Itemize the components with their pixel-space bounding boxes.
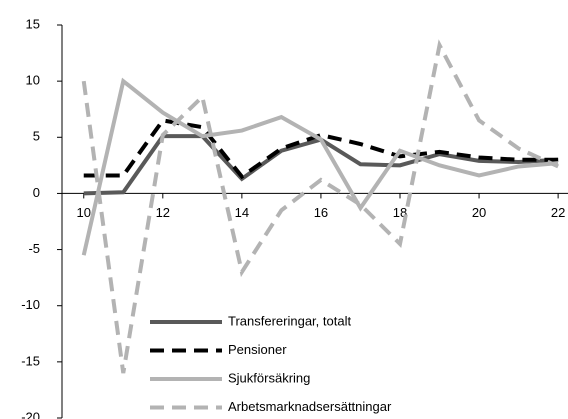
legend-label: Transfereringar, totalt bbox=[228, 313, 351, 328]
series-line bbox=[83, 118, 559, 180]
legend-label: Arbetsmarknadsersättningar bbox=[228, 399, 392, 414]
y-tick-label: -20 bbox=[21, 409, 40, 419]
y-tick-label: -15 bbox=[21, 353, 40, 368]
y-tick-label: -10 bbox=[21, 297, 40, 312]
y-tick-label: 15 bbox=[26, 16, 40, 31]
x-tick-label: 20 bbox=[472, 205, 486, 220]
legend-label: Sjukförsäkring bbox=[228, 370, 310, 385]
x-tick-label: 10 bbox=[77, 205, 91, 220]
x-tick-label: 22 bbox=[551, 205, 565, 220]
series-line bbox=[81, 39, 559, 374]
y-tick-label: 5 bbox=[33, 129, 40, 144]
x-tick-label: 12 bbox=[156, 205, 170, 220]
x-tick-label: 14 bbox=[235, 205, 249, 220]
y-tick-label: 10 bbox=[26, 73, 40, 88]
series-line bbox=[81, 77, 559, 256]
legend-label: Pensioner bbox=[228, 342, 287, 357]
y-tick-label: 0 bbox=[33, 185, 40, 200]
y-tick-label: -5 bbox=[28, 241, 40, 256]
x-tick-label: 16 bbox=[314, 205, 328, 220]
